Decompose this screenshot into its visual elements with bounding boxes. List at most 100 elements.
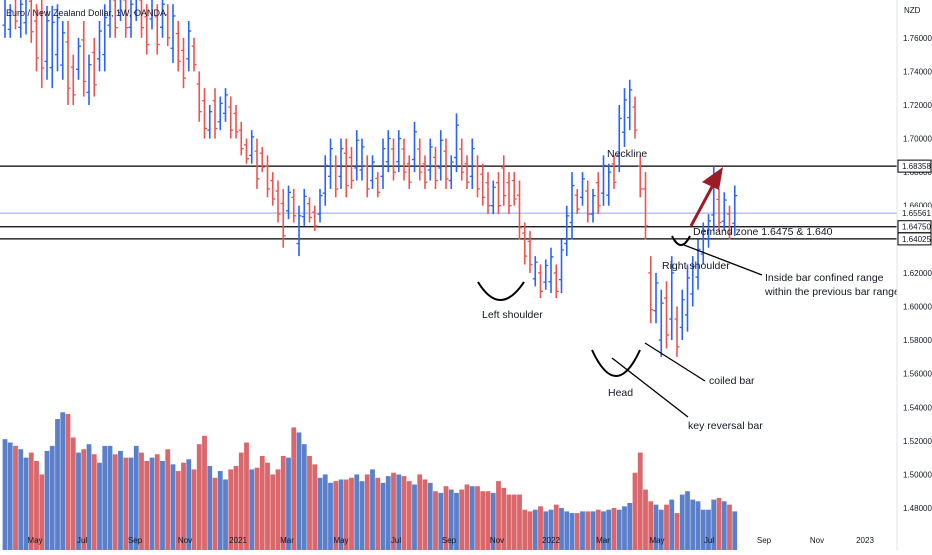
volume-bar: [296, 432, 302, 555]
volume-bar: [317, 477, 323, 555]
x-tick-label: May: [333, 536, 348, 545]
volume-bar: [690, 499, 696, 555]
volume-bar: [2, 439, 8, 555]
volume-bar: [727, 504, 732, 555]
volume-bar: [700, 509, 706, 555]
x-tick-label: Nov: [490, 536, 504, 545]
volume-bar: [181, 462, 186, 555]
volume-bar: [653, 504, 659, 555]
y-tick-label: 1.56000: [903, 370, 932, 379]
volume-bar: [469, 486, 475, 555]
volume-bar: [532, 509, 538, 555]
volume-bar: [454, 492, 459, 555]
volume-bar: [732, 511, 738, 555]
volume-bar: [721, 501, 727, 555]
head-arc: [591, 349, 641, 377]
volume-bar: [553, 504, 559, 555]
volume-bar: [548, 509, 554, 555]
volume-bar: [249, 469, 255, 555]
volume-bar: [275, 469, 281, 555]
volume-bar: [154, 454, 160, 555]
volume-bar: [60, 412, 66, 555]
volume-bar: [417, 474, 423, 555]
y-tick-label: 1.70000: [903, 135, 932, 144]
volume-bar: [34, 460, 39, 555]
volume-bar: [527, 511, 533, 555]
volume-bar: [328, 482, 333, 555]
volume-bar: [160, 460, 165, 555]
volume-bar: [338, 479, 344, 555]
volume-bar: [217, 471, 223, 555]
volume-bar: [301, 444, 307, 555]
target-arrow-shaft: [689, 184, 715, 227]
volume-bar: [685, 491, 690, 555]
volume-bar: [580, 511, 585, 555]
volume-bar: [412, 484, 417, 555]
volume-bar: [107, 445, 113, 555]
volume-bar: [28, 452, 34, 555]
volume-bar: [13, 445, 18, 555]
volume-bar: [627, 502, 633, 555]
x-tick-label: Mar: [280, 536, 294, 545]
annotation-left-shoulder: Left shoulder: [482, 309, 543, 321]
price-axis-bg: [897, 0, 932, 550]
level-tag-label: 1.64750: [902, 223, 931, 232]
y-tick-label: 1.66000: [903, 202, 932, 211]
volume-bar: [212, 477, 218, 555]
volume-bar: [165, 449, 171, 555]
x-tick-label: Nov: [178, 536, 192, 545]
volume-bar: [123, 457, 129, 555]
x-tick-label: 2021: [229, 536, 247, 545]
level-lines-layer: [0, 165, 897, 240]
y-tick-label: 1.68000: [903, 168, 932, 177]
volume-bar: [501, 487, 507, 555]
x-tick-label: Mar: [596, 536, 610, 545]
x-tick-label: Jul: [391, 536, 401, 545]
annotation-inside-bar-1: Inside bar confined range: [765, 272, 884, 284]
annotation-neckline: Neckline: [607, 148, 647, 160]
level-tag-label: 1.64025: [902, 235, 931, 244]
level-tag-bg: [897, 232, 932, 246]
volume-bar: [81, 449, 87, 555]
volume-bar: [91, 454, 97, 555]
volume-bar: [343, 479, 349, 555]
volume-bar: [517, 494, 522, 555]
volume-bar: [679, 494, 685, 555]
volume-bar: [196, 444, 202, 555]
x-tick-label: Jul: [704, 536, 714, 545]
volume-bar: [70, 437, 76, 555]
annotation-layer: Neckline Demand zone 1.6475 & 1.640 Right …: [477, 148, 900, 432]
volume-bar: [643, 489, 648, 555]
y-tick-label: 1.62000: [903, 269, 932, 278]
volume-bar: [49, 445, 55, 555]
volume-bar: [391, 472, 396, 555]
volume-bar: [606, 509, 612, 555]
y-tick-label: 1.50000: [903, 470, 932, 479]
volume-bar: [569, 513, 575, 555]
volume-bar: [637, 452, 643, 555]
volume-bar: [438, 492, 444, 555]
x-tick-label: Jul: [77, 536, 87, 545]
volume-bar: [186, 459, 192, 555]
volume-bar: [590, 511, 596, 555]
volume-bar: [716, 497, 722, 555]
volume-layer: [2, 412, 738, 555]
volume-bar: [433, 491, 438, 555]
x-tick-label: 2023: [856, 536, 874, 545]
volume-bar: [664, 504, 669, 555]
volume-bar: [118, 450, 123, 555]
volume-bar: [632, 472, 638, 555]
x-tick-label: Sep: [442, 536, 457, 545]
annotation-key-reversal-bar: key reversal bar: [688, 420, 763, 432]
volume-bar: [370, 469, 375, 555]
y-tick-label: 1.48000: [903, 504, 932, 513]
volume-bar: [265, 462, 270, 555]
volume-bar: [616, 509, 622, 555]
volume-bar: [18, 449, 24, 555]
volume-bar: [223, 479, 228, 555]
level-tag-label: 1.68358: [902, 162, 931, 171]
volume-bar: [611, 508, 617, 555]
volume-bar: [86, 444, 92, 555]
volume-bar: [506, 494, 512, 555]
